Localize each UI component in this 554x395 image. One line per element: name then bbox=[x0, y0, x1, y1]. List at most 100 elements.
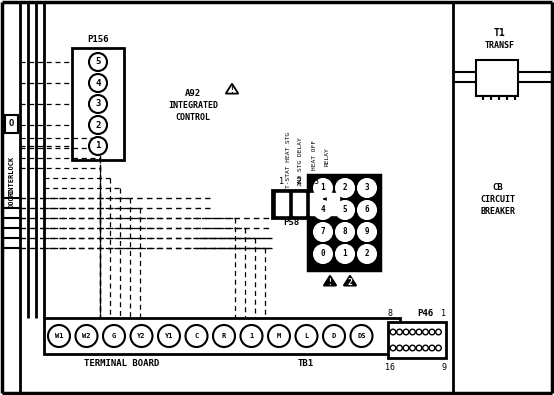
Circle shape bbox=[314, 201, 332, 219]
Circle shape bbox=[435, 345, 442, 351]
Text: Y2: Y2 bbox=[137, 333, 146, 339]
Text: A92: A92 bbox=[185, 88, 201, 98]
Circle shape bbox=[410, 329, 416, 335]
Text: 6: 6 bbox=[365, 205, 370, 214]
Text: 2: 2 bbox=[95, 120, 101, 130]
Text: 4: 4 bbox=[321, 205, 325, 214]
Text: L: L bbox=[304, 333, 309, 339]
Bar bbox=[5, 115, 18, 133]
Circle shape bbox=[336, 179, 354, 197]
Circle shape bbox=[397, 329, 402, 335]
Text: BREAKER: BREAKER bbox=[480, 207, 516, 216]
Text: 1: 1 bbox=[249, 333, 254, 339]
Circle shape bbox=[131, 325, 152, 347]
Text: O: O bbox=[9, 120, 14, 128]
Text: !: ! bbox=[229, 86, 234, 95]
Text: CONTROL: CONTROL bbox=[176, 113, 211, 122]
Circle shape bbox=[314, 179, 332, 197]
Text: CB: CB bbox=[493, 184, 504, 192]
Circle shape bbox=[89, 137, 107, 155]
Bar bbox=[272, 190, 344, 218]
Text: !: ! bbox=[327, 278, 332, 287]
Circle shape bbox=[435, 329, 442, 335]
Text: W1: W1 bbox=[55, 333, 63, 339]
Text: 2: 2 bbox=[296, 177, 301, 186]
Circle shape bbox=[158, 325, 180, 347]
Text: DOOR: DOOR bbox=[8, 192, 14, 209]
Text: DS: DS bbox=[357, 333, 366, 339]
Text: 2: 2 bbox=[347, 278, 352, 287]
Circle shape bbox=[423, 345, 428, 351]
Text: 7: 7 bbox=[321, 228, 325, 237]
Text: T1: T1 bbox=[494, 28, 506, 38]
Text: 8: 8 bbox=[387, 308, 392, 318]
Bar bbox=[327, 193, 339, 215]
Text: HEAT OFF: HEAT OFF bbox=[311, 140, 316, 170]
Circle shape bbox=[403, 345, 409, 351]
Text: 5: 5 bbox=[343, 205, 347, 214]
Circle shape bbox=[358, 179, 376, 197]
Circle shape bbox=[429, 345, 435, 351]
Text: 16: 16 bbox=[385, 363, 395, 372]
Circle shape bbox=[423, 329, 428, 335]
Text: 4: 4 bbox=[331, 177, 336, 186]
Circle shape bbox=[351, 325, 372, 347]
Circle shape bbox=[314, 223, 332, 241]
Circle shape bbox=[358, 201, 376, 219]
Circle shape bbox=[336, 201, 354, 219]
Text: 5: 5 bbox=[95, 58, 101, 66]
Circle shape bbox=[89, 116, 107, 134]
Text: 9: 9 bbox=[442, 363, 447, 372]
Circle shape bbox=[89, 53, 107, 71]
Text: 8: 8 bbox=[343, 228, 347, 237]
Text: Y1: Y1 bbox=[165, 333, 173, 339]
Text: C: C bbox=[194, 333, 199, 339]
Circle shape bbox=[358, 223, 376, 241]
Circle shape bbox=[295, 325, 317, 347]
Circle shape bbox=[213, 325, 235, 347]
Text: T-STAT HEAT STG: T-STAT HEAT STG bbox=[285, 132, 290, 188]
Text: P58: P58 bbox=[283, 218, 299, 227]
Text: P156: P156 bbox=[87, 36, 109, 45]
Text: 2: 2 bbox=[343, 184, 347, 192]
Text: R: R bbox=[222, 333, 226, 339]
Circle shape bbox=[416, 329, 422, 335]
Text: M: M bbox=[277, 333, 281, 339]
Bar bbox=[388, 322, 446, 358]
Circle shape bbox=[429, 329, 435, 335]
Circle shape bbox=[336, 223, 354, 241]
Text: TRANSF: TRANSF bbox=[485, 41, 515, 51]
Text: W2: W2 bbox=[82, 333, 91, 339]
Text: 2ND STG DELAY: 2ND STG DELAY bbox=[297, 137, 302, 186]
Text: 9: 9 bbox=[365, 228, 370, 237]
Text: 1: 1 bbox=[343, 250, 347, 258]
Circle shape bbox=[336, 245, 354, 263]
Text: G: G bbox=[112, 333, 116, 339]
Text: 2: 2 bbox=[365, 250, 370, 258]
Text: 1: 1 bbox=[321, 184, 325, 192]
Bar bbox=[308, 175, 380, 270]
Polygon shape bbox=[225, 84, 238, 94]
Circle shape bbox=[75, 325, 98, 347]
Circle shape bbox=[390, 345, 396, 351]
Text: TB1: TB1 bbox=[298, 359, 314, 369]
Text: 1: 1 bbox=[280, 177, 285, 186]
Text: 3: 3 bbox=[95, 100, 101, 109]
Circle shape bbox=[390, 329, 396, 335]
Text: TERMINAL BOARD: TERMINAL BOARD bbox=[84, 359, 160, 369]
Circle shape bbox=[89, 74, 107, 92]
Text: 3: 3 bbox=[365, 184, 370, 192]
Text: P46: P46 bbox=[417, 308, 433, 318]
Text: D: D bbox=[332, 333, 336, 339]
Circle shape bbox=[103, 325, 125, 347]
Circle shape bbox=[48, 325, 70, 347]
Text: 1: 1 bbox=[442, 308, 447, 318]
Text: 0: 0 bbox=[321, 250, 325, 258]
Polygon shape bbox=[324, 276, 336, 286]
Circle shape bbox=[397, 345, 402, 351]
Text: 1: 1 bbox=[95, 141, 101, 150]
Bar bbox=[44, 318, 400, 354]
Text: CIRCUIT: CIRCUIT bbox=[480, 196, 516, 205]
Circle shape bbox=[240, 325, 263, 347]
Text: 4: 4 bbox=[95, 79, 101, 88]
